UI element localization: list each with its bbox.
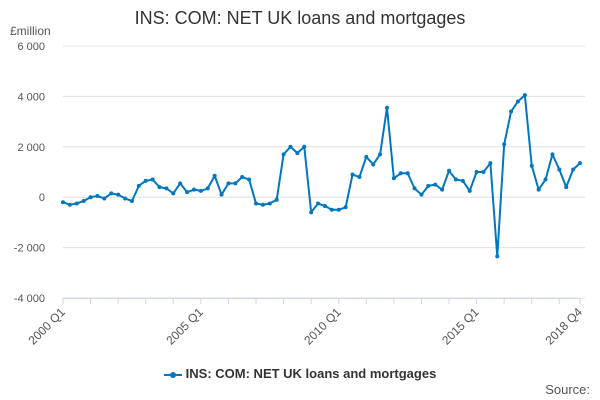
y-tick-label: -2 000 — [14, 243, 45, 255]
data-point — [295, 151, 300, 156]
data-point — [578, 161, 582, 166]
data-point — [557, 167, 562, 172]
data-point — [67, 202, 72, 207]
y-tick-label: 0 — [39, 192, 45, 204]
data-point — [240, 175, 245, 180]
data-point — [357, 175, 362, 180]
data-point — [509, 109, 514, 114]
data-point — [412, 186, 417, 191]
data-point — [191, 187, 196, 192]
data-point — [522, 93, 527, 98]
data-point — [322, 204, 327, 209]
data-point — [150, 177, 155, 182]
data-point — [495, 254, 500, 259]
data-point — [419, 192, 424, 197]
data-point — [143, 178, 148, 183]
data-point — [378, 152, 383, 157]
data-point — [364, 154, 369, 159]
y-tick-label: -4 000 — [14, 293, 45, 305]
data-point — [157, 185, 162, 190]
x-tick-label: 2000 Q1 — [25, 305, 68, 348]
legend-line-marker-icon — [163, 371, 182, 378]
x-tick-label: 2010 Q1 — [301, 305, 344, 348]
data-point — [343, 205, 348, 210]
data-point — [398, 171, 403, 176]
data-point — [61, 200, 65, 205]
data-point — [543, 177, 548, 182]
data-point — [316, 201, 321, 206]
data-point — [309, 210, 314, 215]
data-point — [247, 177, 252, 182]
x-tick-label: 2018 Q4 — [542, 305, 585, 348]
data-point — [426, 183, 431, 188]
y-tick-label: 6 000 — [17, 41, 45, 53]
data-point — [198, 188, 203, 193]
data-point — [467, 188, 472, 193]
y-axis-unit-label: £million — [10, 24, 51, 38]
data-point — [88, 195, 93, 200]
data-point — [281, 152, 286, 157]
data-point — [267, 201, 272, 206]
data-point — [302, 144, 307, 149]
data-point — [254, 201, 259, 206]
chart-title: INS: COM: NET UK loans and mortgages — [134, 8, 466, 28]
data-point — [95, 193, 100, 198]
data-point — [178, 181, 183, 186]
legend-label: INS: COM: NET UK loans and mortgages — [185, 366, 437, 381]
data-point — [488, 161, 493, 166]
data-point — [274, 197, 279, 202]
data-point — [550, 152, 555, 157]
data-point — [433, 182, 438, 187]
y-tick-label: 2 000 — [17, 142, 45, 154]
data-point — [329, 207, 334, 212]
data-point — [164, 186, 169, 191]
data-point — [109, 191, 114, 196]
data-point — [102, 196, 107, 201]
data-point — [529, 163, 534, 168]
data-point — [288, 144, 293, 149]
data-point — [405, 171, 410, 176]
data-point — [460, 178, 465, 183]
data-point — [502, 142, 507, 147]
data-point — [447, 168, 452, 173]
data-point — [350, 172, 355, 177]
data-point — [571, 167, 576, 172]
data-point — [171, 191, 176, 196]
x-tick-label: 2005 Q1 — [163, 305, 206, 348]
data-point — [453, 177, 458, 182]
data-point — [260, 202, 265, 207]
data-point — [233, 181, 238, 186]
data-point — [481, 170, 486, 174]
data-point — [384, 105, 389, 110]
x-tick-label: 2015 Q1 — [439, 305, 482, 348]
data-point — [185, 190, 190, 195]
data-point — [116, 192, 121, 197]
data-point — [391, 176, 396, 181]
data-point — [129, 198, 134, 203]
data-point — [536, 187, 541, 192]
data-point — [74, 201, 79, 206]
data-point — [440, 187, 445, 192]
source-label: Source: — [545, 382, 590, 397]
y-tick-label: 4 000 — [17, 91, 45, 103]
data-point — [81, 198, 86, 203]
legend[interactable]: INS: COM: NET UK loans and mortgages — [0, 366, 600, 381]
data-point — [564, 185, 569, 190]
data-point — [371, 162, 376, 167]
data-point — [336, 207, 341, 212]
series-line — [62, 94, 581, 258]
data-point — [136, 183, 141, 188]
data-point — [205, 186, 210, 191]
data-point — [226, 181, 231, 186]
data-point — [123, 196, 128, 201]
data-point — [515, 99, 520, 104]
data-point — [219, 192, 224, 197]
data-point — [474, 170, 479, 174]
data-point — [212, 173, 217, 178]
